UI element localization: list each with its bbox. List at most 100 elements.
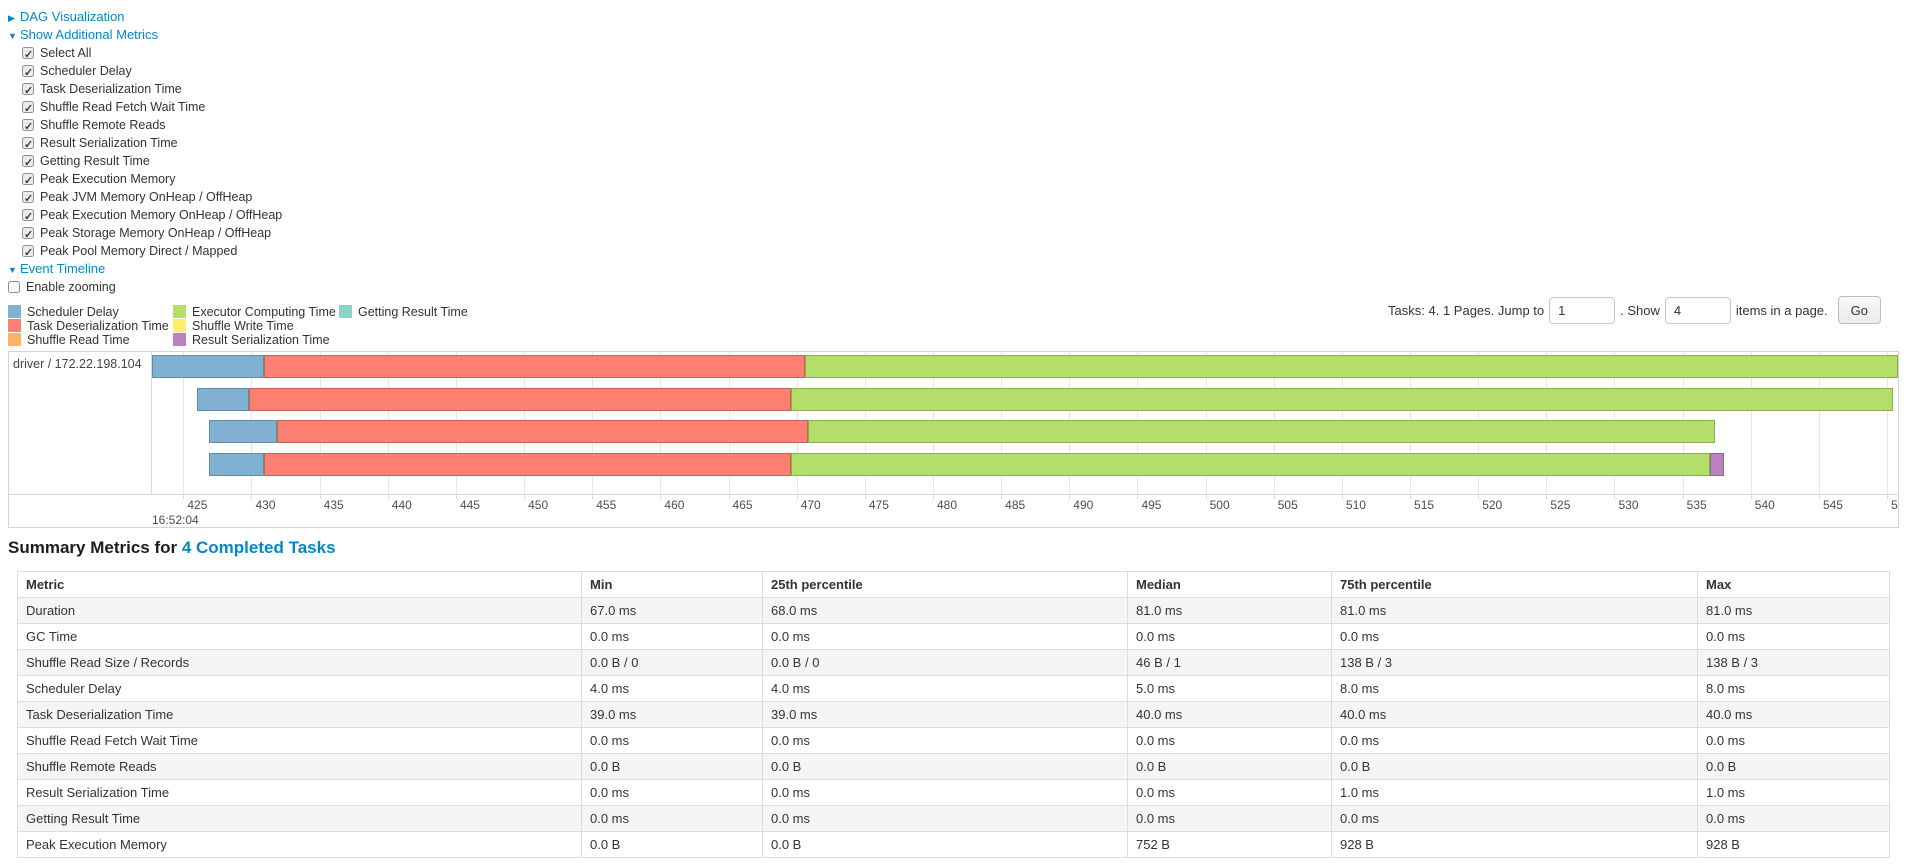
task-segment-executor-computing[interactable] (807, 420, 1716, 444)
jump-to-page-input[interactable] (1549, 296, 1616, 324)
metric-option-checkbox[interactable] (22, 100, 34, 118)
summary-title-prefix: Summary Metrics for (8, 538, 182, 557)
task-segment-executor-computing[interactable] (791, 387, 1893, 411)
metric-option-row: Getting Result Time (22, 152, 282, 172)
axis-tick (1205, 494, 1207, 499)
executor-group-label: driver / 172.22.198.104 (13, 357, 142, 371)
axis-tick-label: 485 (1005, 498, 1026, 512)
metric-name-cell: Shuffle Read Size / Records (17, 649, 582, 676)
metric-option-row: Task Deserialization Time (22, 80, 282, 100)
table-header-cell: 75th percentile (1331, 571, 1698, 598)
summary-metrics-table-wrap: Metric Min 25th percentile Median 75th perce… (17, 571, 1890, 858)
metric-option-row: Peak Pool Memory Direct / Mapped (22, 242, 282, 262)
metric-option-row: Peak JVM Memory OnHeap / OffHeap (22, 188, 282, 208)
metric-value-cell: 0.0 ms (581, 805, 763, 832)
metric-value-cell: 40.0 ms (1697, 701, 1890, 728)
task-segment-task-deserialization[interactable] (248, 387, 792, 411)
show-additional-metrics-toggle[interactable]: Show Additional Metrics (8, 26, 282, 44)
legend-label: Shuffle Read Time (27, 333, 130, 347)
metric-option-checkbox[interactable] (22, 208, 34, 226)
axis-tick (1410, 494, 1412, 499)
grid-line (183, 352, 185, 494)
metric-option-label: Select All (40, 46, 92, 60)
axis-tick-label: 550 (1891, 498, 1898, 512)
axis-tick (1750, 494, 1752, 499)
go-button[interactable]: Go (1837, 296, 1881, 324)
table-header-cell: Min (581, 571, 763, 598)
event-timeline-toggle[interactable]: Event Timeline (8, 260, 282, 278)
metric-value-cell: 0.0 ms (1127, 779, 1332, 806)
axis-tick-label: 460 (664, 498, 685, 512)
metric-option-label: Task Deserialization Time (40, 82, 182, 96)
axis-tick-label: 475 (868, 498, 889, 512)
task-segment-executor-computing[interactable] (804, 355, 1898, 378)
page-size-input[interactable] (1664, 296, 1731, 324)
metric-name-cell: Peak Execution Memory (17, 831, 582, 858)
task-segment-task-deserialization[interactable] (263, 355, 805, 378)
axis-tick (455, 494, 457, 499)
metric-value-cell: 0.0 B / 0 (762, 649, 1128, 676)
legend-swatch (8, 319, 21, 332)
axis-tick (1818, 494, 1820, 499)
table-row: Shuffle Read Size / Records 0.0 B / 0 0.0 … (17, 649, 1890, 676)
task-segment-scheduler-delay[interactable] (152, 355, 264, 378)
metric-option-checkbox[interactable] (22, 244, 34, 262)
metric-option-checkbox[interactable] (22, 136, 34, 154)
metric-name-cell: Duration (17, 597, 582, 624)
metric-value-cell: 1.0 ms (1697, 779, 1890, 806)
task-segment-task-deserialization[interactable] (263, 452, 792, 476)
legend-item: Getting Result Time (339, 305, 468, 319)
legend-item: Shuffle Write Time (173, 319, 339, 333)
task-segment-task-deserialization[interactable] (277, 420, 808, 444)
metric-option-checkbox[interactable] (22, 46, 34, 64)
event-timeline-chart: driver / 172.22.198.104 425 430 435 440 445 4… (8, 351, 1899, 528)
metric-option-row: Select All (22, 44, 282, 64)
task-segment-scheduler-delay[interactable] (196, 387, 249, 411)
axis-tick-label: 445 (459, 498, 480, 512)
table-row: Peak Execution Memory 0.0 B 0.0 B 752 B 928 … (17, 831, 1890, 858)
dag-visualization-label: DAG Visualization (20, 9, 125, 24)
axis-tick-label: 425 (187, 498, 208, 512)
metric-value-cell: 0.0 B (1127, 753, 1332, 780)
legend-swatch (339, 305, 352, 318)
axis-tick-label: 465 (732, 498, 753, 512)
metric-value-cell: 752 B (1127, 831, 1332, 858)
metric-value-cell: 8.0 ms (1697, 675, 1890, 702)
axis-tick-label: 435 (323, 498, 344, 512)
task-segment-result-serialization[interactable] (1709, 452, 1724, 476)
metric-option-checkbox[interactable] (22, 82, 34, 100)
task-pagination: Tasks: 4. 1 Pages. Jump to . Show items … (1388, 296, 1881, 324)
metric-name-cell: Result Serialization Time (17, 779, 582, 806)
task-timeline-row (152, 355, 1898, 378)
grid-line (1887, 352, 1889, 494)
task-timeline-row (152, 420, 1898, 444)
task-segment-scheduler-delay[interactable] (209, 452, 264, 476)
metric-value-cell: 928 B (1697, 831, 1890, 858)
axis-tick (864, 494, 866, 499)
metric-value-cell: 5.0 ms (1127, 675, 1332, 702)
metric-value-cell: 0.0 ms (1331, 623, 1698, 650)
task-segment-executor-computing[interactable] (791, 452, 1710, 476)
completed-tasks-link[interactable]: 4 Completed Tasks (181, 538, 336, 557)
task-segment-scheduler-delay[interactable] (209, 420, 278, 444)
metric-option-checkbox[interactable] (22, 226, 34, 244)
dag-visualization-toggle[interactable]: DAG Visualization (8, 8, 282, 26)
metric-option-label: Peak JVM Memory OnHeap / OffHeap (40, 190, 253, 204)
metric-option-checkbox[interactable] (22, 190, 34, 208)
metric-option-row: Shuffle Remote Reads (22, 116, 282, 136)
axis-tick (1614, 494, 1616, 499)
axis-tick-label: 495 (1141, 498, 1162, 512)
metric-option-checkbox[interactable] (22, 118, 34, 136)
legend-column: Getting Result Time (339, 305, 468, 347)
axis-tick-label: 455 (596, 498, 617, 512)
metric-value-cell: 0.0 ms (1331, 727, 1698, 754)
enable-zooming-checkbox[interactable] (8, 281, 20, 293)
metric-option-checkbox[interactable] (22, 172, 34, 190)
legend-item: Task Deserialization Time (8, 319, 173, 333)
axis-tick-label: 430 (255, 498, 276, 512)
metric-option-checkbox[interactable] (22, 64, 34, 82)
metric-name-cell: GC Time (17, 623, 582, 650)
metric-option-checkbox[interactable] (22, 154, 34, 172)
timeline-plot-area: 425 430 435 440 445 450 455 460 465 470 475 480 485 4… (152, 352, 1898, 527)
axis-tick-label: 490 (1073, 498, 1094, 512)
